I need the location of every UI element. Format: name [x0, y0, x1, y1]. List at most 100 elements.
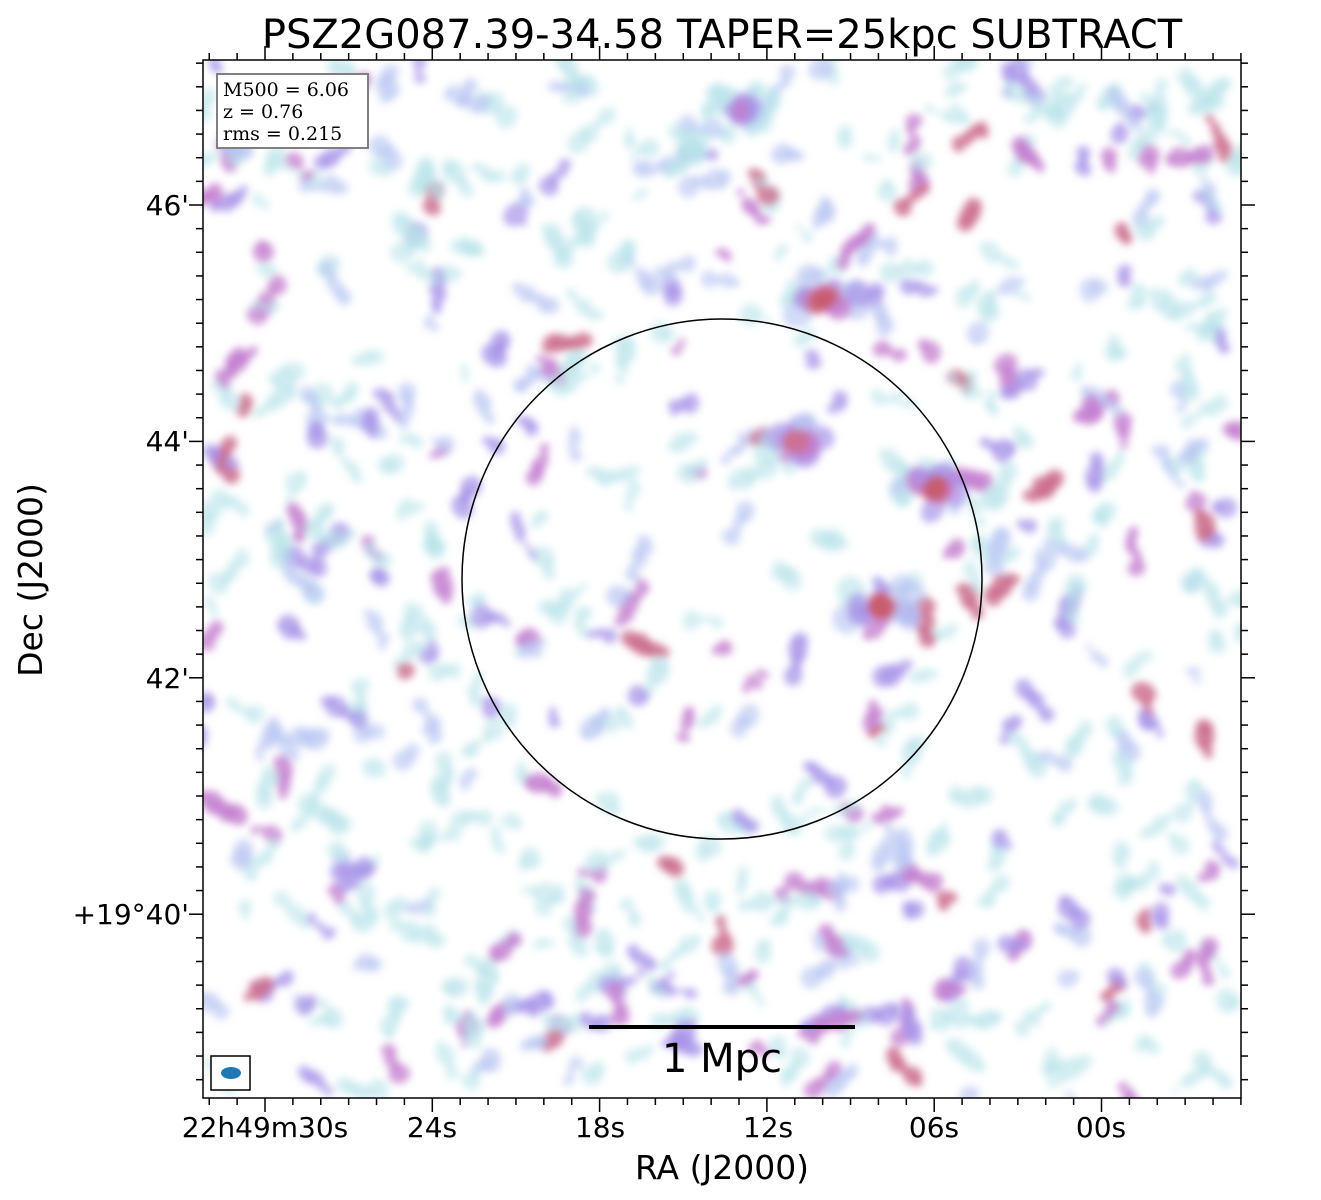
noise-blob [1196, 144, 1215, 164]
x-axis-label: RA (J2000) [635, 1148, 809, 1187]
noise-blob [618, 898, 635, 910]
noise-blob [698, 834, 723, 857]
noise-blob [316, 998, 329, 1010]
noise-blob [1205, 193, 1216, 203]
noise-blob [735, 500, 755, 520]
noise-blob [1021, 583, 1040, 602]
emission-region-1 [894, 603, 922, 631]
noise-blob [1118, 441, 1130, 449]
noise-blob [460, 373, 470, 383]
noise-blob [727, 477, 738, 491]
noise-blob [364, 540, 377, 559]
noise-blob [567, 234, 583, 250]
noise-blob [431, 437, 443, 446]
noise-blob [447, 662, 462, 679]
noise-blob [1105, 999, 1120, 1015]
noise-blob [571, 210, 583, 221]
noise-blob [1200, 937, 1219, 956]
noise-blob [1171, 129, 1182, 140]
noise-blob [428, 284, 448, 299]
noise-blob [832, 390, 848, 406]
noise-blob [383, 453, 405, 474]
noise-blob [738, 898, 752, 912]
noise-blob [679, 255, 697, 273]
noise-blob [1009, 260, 1020, 271]
noise-blob [947, 538, 966, 559]
noise-blob [1084, 644, 1093, 651]
emission-region-2 [895, 493, 910, 509]
emission-region-1 [895, 580, 927, 606]
noise-blob [917, 282, 932, 298]
x-tick-label-3: 12s [743, 1111, 793, 1144]
noise-blob [407, 178, 427, 199]
noise-blob [219, 446, 231, 460]
plot-frame [202, 59, 1242, 1099]
noise-blob [758, 1046, 770, 1058]
noise-blob [233, 838, 254, 864]
noise-blob [808, 67, 817, 76]
noise-blob [1162, 929, 1187, 954]
noise-blob [255, 748, 265, 762]
noise-blob [623, 501, 634, 512]
noise-blob [807, 893, 823, 907]
noise-blob [1177, 272, 1193, 287]
noise-blob [1116, 771, 1135, 787]
noise-blob [457, 614, 464, 625]
noise-blob [353, 725, 372, 744]
noise-blob [627, 480, 641, 498]
noise-blob [570, 294, 582, 307]
noise-blob [736, 865, 749, 883]
x-tick-label-1: 24s [407, 1111, 457, 1144]
noise-blob [624, 492, 635, 503]
noise-blob [577, 867, 587, 877]
noise-blob [1210, 533, 1225, 549]
noise-blob [1063, 738, 1081, 759]
noise-blob [273, 890, 290, 907]
noise-blob [717, 925, 728, 934]
y-tick-label-2: 42' [146, 662, 189, 695]
noise-blob [1071, 925, 1092, 948]
noise-blob [977, 121, 989, 139]
noise-blob [255, 262, 273, 278]
noise-blob [403, 743, 420, 761]
noise-blob [1201, 291, 1218, 306]
noise-blob [1164, 813, 1174, 821]
noise-blob [535, 355, 550, 364]
noise-blob [1023, 518, 1037, 534]
noise-blob [1046, 1060, 1059, 1072]
noise-blob [837, 124, 853, 140]
noise-blob [431, 838, 440, 844]
noise-blob [613, 373, 626, 385]
emission-region-2 [889, 477, 907, 496]
noise-blob [268, 373, 284, 390]
noise-blob [649, 675, 662, 686]
noise-blob [1016, 519, 1027, 530]
noise-blob [901, 864, 921, 884]
noise-blob [939, 623, 959, 640]
noise-blob [1150, 113, 1169, 131]
noise-blob [520, 847, 542, 869]
noise-blob [203, 104, 213, 122]
noise-blob [336, 1077, 355, 1094]
noise-blob [514, 530, 526, 542]
noise-blob [329, 272, 338, 282]
noise-blob [906, 1026, 923, 1046]
noise-blob [1017, 88, 1028, 106]
noise-blob [961, 790, 972, 800]
noise-blob [742, 819, 759, 834]
noise-blob [996, 284, 1009, 296]
noise-blob [1133, 967, 1153, 987]
noise-blob [623, 136, 637, 150]
noise-blob [1215, 959, 1224, 969]
noise-blob [356, 882, 376, 904]
noise-blob [203, 151, 212, 167]
noise-blob [237, 899, 253, 914]
noise-blob [1204, 113, 1215, 124]
noise-blob [959, 1086, 977, 1098]
noise-blob [689, 903, 700, 915]
x-tick-label-0: 22h49m30s [182, 1111, 349, 1144]
noise-blob [553, 167, 568, 179]
noise-blob [317, 810, 337, 826]
y-tick-label-3: +19°40' [73, 898, 189, 931]
